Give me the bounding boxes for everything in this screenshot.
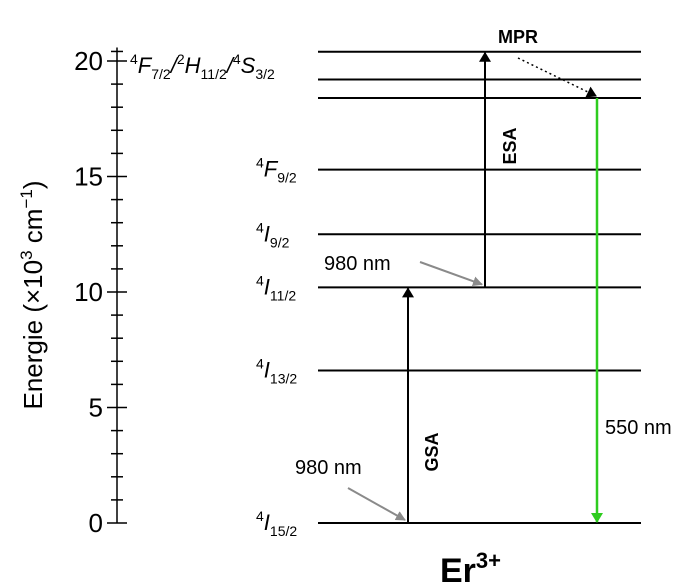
ion-label: Er3+ xyxy=(440,548,501,585)
mpr-label: MPR xyxy=(498,27,538,47)
transitions xyxy=(347,51,603,523)
pump-arrow-ground xyxy=(347,487,406,521)
energy-axis: 0 5 10 15 20 Energie (×103 cm−1) xyxy=(17,46,127,538)
level-label-F9: 4F9/2 xyxy=(256,155,297,186)
tick-label: 20 xyxy=(74,46,103,76)
emission-label: 550 nm xyxy=(605,417,672,439)
pump-arrow-excited xyxy=(419,261,483,287)
tick-label: 0 xyxy=(89,508,103,538)
tick-label: 5 xyxy=(89,393,103,423)
energy-levels: 4I15/2 4I13/2 4I11/2 4I9/2 4F9/2 xyxy=(256,50,641,539)
pump-label-excited: 980 nm xyxy=(324,253,391,275)
mpr-arrow xyxy=(517,57,597,98)
tick-label: 15 xyxy=(74,162,103,192)
gsa-label: GSA xyxy=(422,432,442,471)
group-level-label: 4F7/2/2H11/2/4S3/2 xyxy=(130,51,275,82)
axis-label: Energie (×103 cm−1) xyxy=(17,180,48,409)
esa-label: ESA xyxy=(500,127,520,164)
level-label-I9: 4I9/2 xyxy=(256,219,290,250)
tick-label: 10 xyxy=(74,277,103,307)
level-label-I11: 4I11/2 xyxy=(256,272,296,303)
pump-label-ground: 980 nm xyxy=(295,457,362,479)
axis-ticks: 0 5 10 15 20 xyxy=(74,46,127,538)
level-label-I13: 4I13/2 xyxy=(256,356,297,387)
level-label-I15: 4I15/2 xyxy=(256,508,297,539)
